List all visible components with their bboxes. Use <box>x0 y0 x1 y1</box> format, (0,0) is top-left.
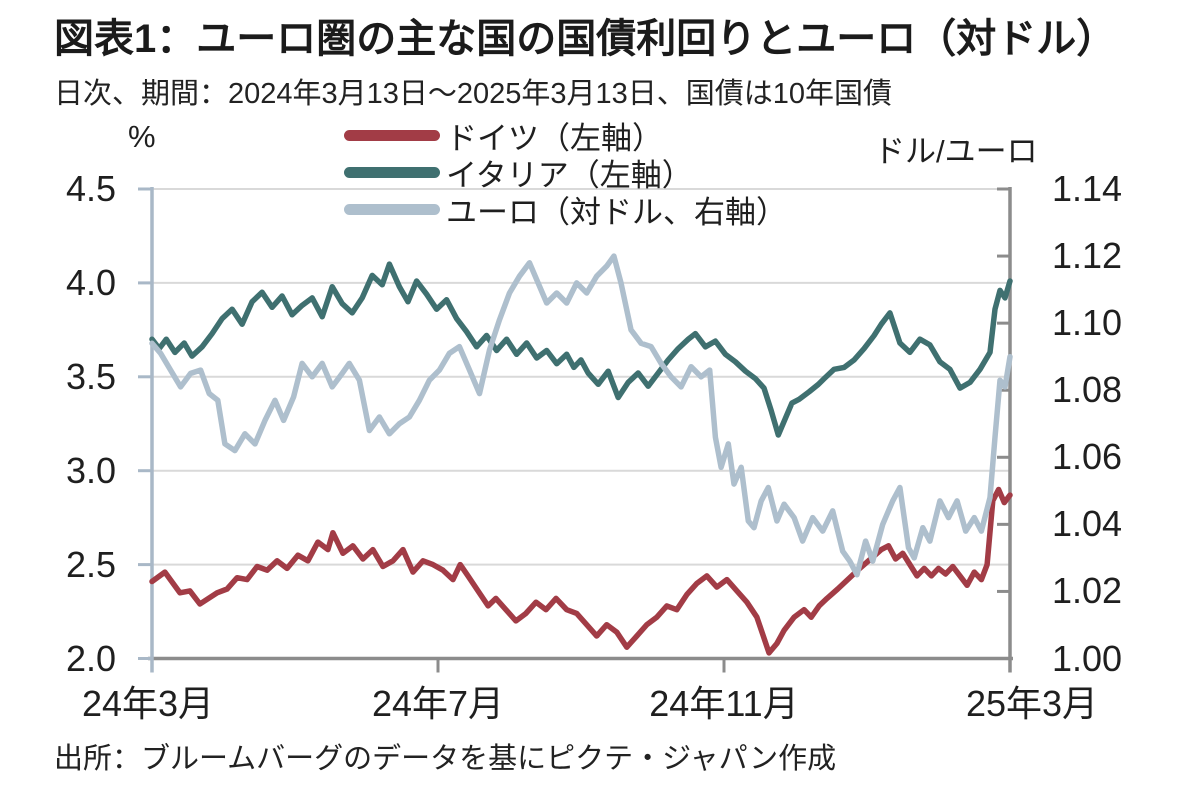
legend-item: ユーロ（対ドル、右軸） <box>344 191 787 230</box>
chart-title: 図表1：ユーロ圏の主な国の国債利回りとユーロ（対ドル） <box>54 17 1117 61</box>
legend-item: ドイツ（左軸） <box>344 117 787 156</box>
right-axis-tick-label: 1.02 <box>1052 570 1123 612</box>
right-axis-unit-label: ドル/ユーロ <box>874 134 1038 169</box>
x-axis-tick-label: 24年3月 <box>81 683 215 724</box>
series-line-2 <box>149 261 1013 438</box>
right-axis-tick-label: 1.04 <box>1052 503 1123 545</box>
legend-label: イタリア（左軸） <box>446 158 693 193</box>
right-axis-tick-label: 1.08 <box>1052 369 1123 411</box>
left-axis-tick-label: 3.5 <box>65 355 116 397</box>
right-axis-tick-label: 1.14 <box>1052 168 1123 209</box>
chart-legend: ドイツ（左軸） イタリア（左軸） ユーロ（対ドル、右軸） <box>344 117 787 230</box>
series-line-1 <box>149 486 1013 656</box>
legend-item: イタリア（左軸） <box>344 154 787 193</box>
chart-subtitle: 日次、期間：2024年3月13日～2025年3月13日、国債は10年国債 <box>54 78 893 110</box>
right-axis-tick-label: 1.10 <box>1052 302 1123 344</box>
right-axis-tick-label: 1.06 <box>1052 436 1123 478</box>
series-line-3 <box>149 253 1013 578</box>
legend-swatch <box>344 167 440 178</box>
x-axis-tick-label: 25年3月 <box>965 683 1099 724</box>
x-axis-tick-label: 24年11月 <box>649 683 799 724</box>
left-axis-tick-label: 2.5 <box>65 543 116 585</box>
source-note: 出所：ブルームバーグのデータを基にピクテ・ジャパン作成 <box>54 743 837 775</box>
legend-label: ドイツ（左軸） <box>446 121 663 156</box>
left-axis-tick-label: 2.0 <box>65 637 116 679</box>
legend-swatch <box>344 130 440 141</box>
x-axis-tick-label: 24年7月 <box>371 683 505 724</box>
legend-label: ユーロ（対ドル、右軸） <box>446 195 787 230</box>
right-axis-tick-label: 1.12 <box>1052 235 1123 277</box>
left-axis-tick-label: 3.0 <box>65 449 116 491</box>
legend-swatch <box>344 204 440 215</box>
right-axis-tick-label: 1.00 <box>1052 637 1123 679</box>
left-axis-tick-label: 4.0 <box>65 261 116 303</box>
left-axis-tick-label: 4.5 <box>65 168 116 209</box>
left-axis-unit-label: % <box>128 119 156 154</box>
